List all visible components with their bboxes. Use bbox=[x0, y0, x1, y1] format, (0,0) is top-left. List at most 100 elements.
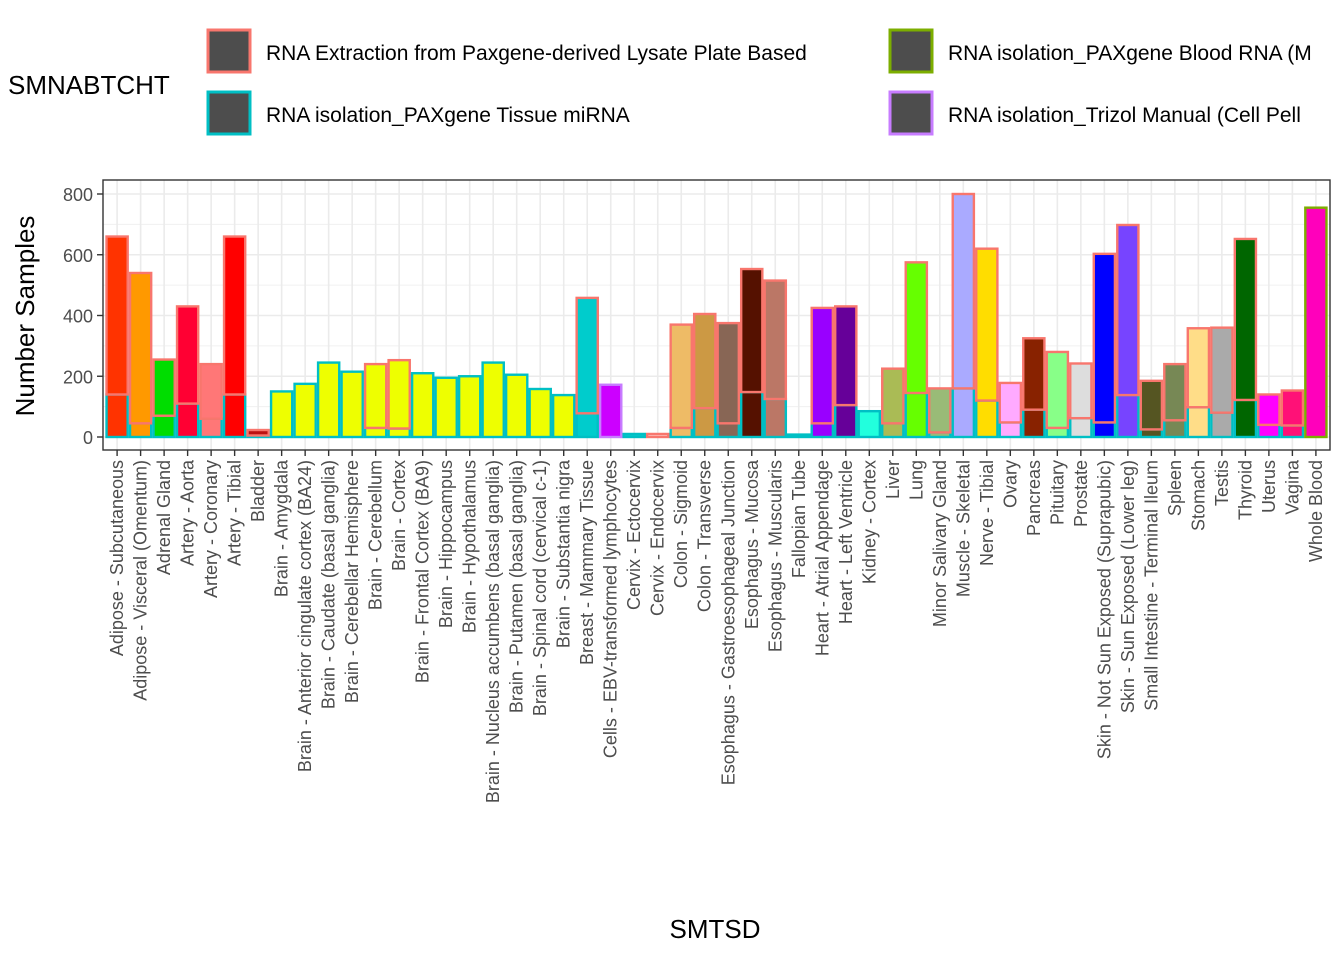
x-tick-label: Uterus bbox=[1259, 460, 1279, 513]
x-tick-label: Ovary bbox=[1000, 460, 1020, 508]
bar-segment bbox=[716, 321, 741, 425]
bar-segment bbox=[175, 305, 200, 405]
bar-segment bbox=[716, 422, 741, 439]
x-tick-label: Bladder bbox=[248, 460, 268, 522]
x-tick-label: Testis bbox=[1212, 460, 1232, 506]
legend-key-3 bbox=[888, 90, 934, 136]
bar-segment bbox=[1022, 408, 1046, 439]
bar-segment bbox=[387, 427, 411, 439]
x-tick-label: Brain - Frontal Cortex (BA9) bbox=[413, 460, 433, 683]
x-tick-label: Liver bbox=[883, 460, 903, 499]
bar-segment bbox=[340, 370, 364, 439]
y-axis-title: Number Samples bbox=[10, 216, 40, 417]
x-tick-label: Esophagus - Mucosa bbox=[742, 459, 762, 629]
x-tick-label: Esophagus - Muscularis bbox=[765, 460, 785, 652]
bar-segment bbox=[222, 393, 247, 439]
x-tick-label: Esophagus - Gastroesophageal Junction bbox=[718, 460, 738, 785]
x-tick-label: Breast - Mammary Tissue bbox=[577, 460, 597, 665]
bar-segment bbox=[152, 358, 176, 417]
bar-segment bbox=[1069, 362, 1093, 420]
bar-segment bbox=[834, 305, 858, 407]
bar-segment bbox=[363, 426, 388, 439]
x-tick-label: Brain - Cerebellum bbox=[366, 460, 386, 610]
bar-segment bbox=[387, 358, 411, 430]
x-tick-label: Spleen bbox=[1165, 460, 1185, 516]
bar-segment bbox=[1163, 362, 1187, 422]
y-tick-label: 0 bbox=[83, 428, 93, 448]
x-tick-label: Kidney - Cortex bbox=[859, 460, 879, 584]
x-tick-label: Nerve - Tibial bbox=[977, 460, 997, 566]
bar-segment bbox=[128, 422, 153, 439]
x-tick-label: Adrenal Gland bbox=[154, 460, 174, 575]
bar-segment bbox=[739, 390, 764, 439]
x-tick-label: Thyroid bbox=[1235, 460, 1255, 520]
x-tick-label: Brain - Hypothalamus bbox=[460, 460, 480, 633]
bar-segment bbox=[928, 387, 952, 434]
bar-segment bbox=[834, 403, 858, 439]
bar-segment bbox=[269, 390, 294, 439]
bar-segment bbox=[1092, 421, 1117, 439]
bar-segment bbox=[410, 372, 435, 439]
bar-segment bbox=[1304, 206, 1328, 439]
bar-segment bbox=[1045, 350, 1070, 430]
x-tick-label: Muscle - Skeletal bbox=[953, 460, 973, 597]
y-tick-label: 600 bbox=[63, 246, 93, 266]
y-tick-label: 200 bbox=[63, 367, 93, 387]
bar-segment bbox=[1233, 237, 1258, 402]
x-tick-label: Artery - Aorta bbox=[178, 459, 198, 566]
legend-label-3: RNA isolation_Trizol Manual (Cell Pell bbox=[948, 104, 1301, 127]
bar-segment bbox=[598, 383, 623, 439]
x-tick-label: Prostate bbox=[1071, 460, 1091, 527]
x-tick-label: Artery - Tibial bbox=[225, 460, 245, 566]
bar-segment bbox=[575, 296, 599, 415]
x-tick-label: Brain - Anterior cingulate cortex (BA24) bbox=[295, 460, 315, 772]
bar-segment bbox=[998, 421, 1023, 439]
bar-segment bbox=[1280, 424, 1305, 439]
bar-segment bbox=[810, 422, 835, 439]
legend-key-1 bbox=[888, 28, 934, 74]
bar-segment bbox=[881, 422, 905, 439]
bar-segment bbox=[810, 306, 835, 425]
x-tick-label: Brain - Substantia nigra bbox=[554, 459, 574, 648]
x-tick-label: Artery - Coronary bbox=[201, 460, 221, 598]
bar-segment bbox=[692, 312, 717, 410]
bar-segment bbox=[951, 192, 976, 390]
x-tick-label: Heart - Left Ventricle bbox=[836, 460, 856, 624]
bar-segment bbox=[457, 375, 482, 439]
x-tick-label: Cervix - Ectocervix bbox=[624, 460, 644, 610]
bar-segment bbox=[175, 402, 200, 439]
y-tick-label: 800 bbox=[63, 185, 93, 205]
bar-segment bbox=[1186, 406, 1211, 439]
x-tick-label: Skin - Not Sun Exposed (Suprapubic) bbox=[1094, 460, 1114, 759]
bar-segment bbox=[1210, 326, 1234, 414]
bar-segment bbox=[763, 279, 788, 401]
bar-segment bbox=[199, 417, 223, 439]
bar-segment bbox=[1257, 393, 1281, 427]
bar-segment bbox=[904, 261, 929, 395]
bar-segment bbox=[551, 393, 576, 439]
x-tick-label: Colon - Transverse bbox=[695, 460, 715, 612]
legend-label-0: RNA Extraction from Paxgene-derived Lysa… bbox=[266, 42, 807, 65]
bar-segment bbox=[904, 391, 929, 439]
bar-segment bbox=[1045, 426, 1070, 439]
bar-segment bbox=[1163, 419, 1187, 439]
bar-segment bbox=[763, 397, 788, 439]
x-tick-label: Brain - Cortex bbox=[389, 460, 409, 571]
bar-segment bbox=[1257, 423, 1281, 439]
bar-segment bbox=[481, 361, 505, 439]
bar-segment bbox=[504, 373, 529, 439]
x-tick-label: Vagina bbox=[1282, 459, 1302, 515]
bar-segment bbox=[434, 376, 458, 439]
bar-segment bbox=[669, 426, 694, 439]
bar-segment bbox=[669, 323, 694, 430]
bar-segment bbox=[363, 362, 388, 430]
x-tick-label: Heart - Atrial Appendage bbox=[812, 460, 832, 656]
bar-segment bbox=[975, 399, 999, 439]
bar-segment bbox=[998, 381, 1023, 424]
bar-segment bbox=[857, 409, 882, 439]
bar-segment bbox=[1022, 337, 1046, 411]
bar-segment bbox=[951, 387, 976, 439]
bar-segment bbox=[1092, 252, 1117, 424]
